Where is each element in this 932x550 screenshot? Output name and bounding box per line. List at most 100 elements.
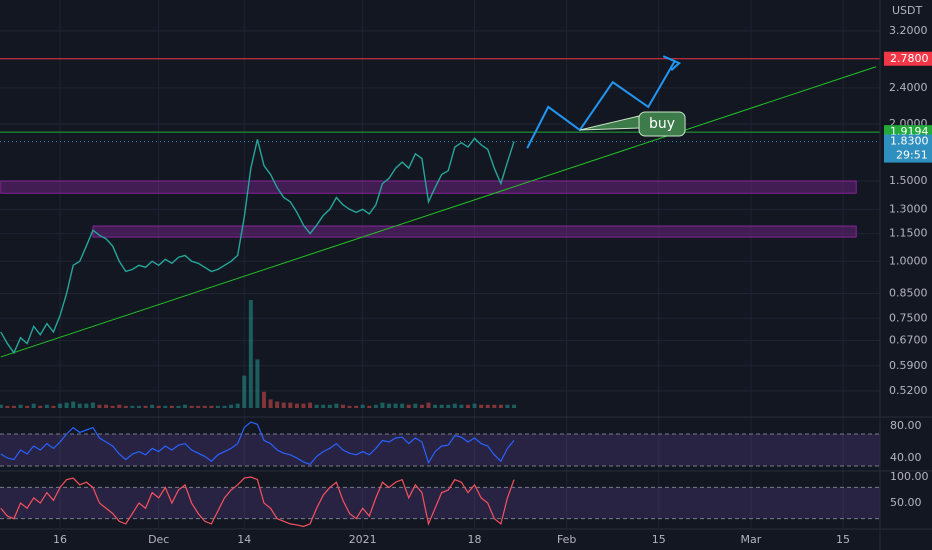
currency-label: USDT [892, 4, 923, 17]
volume-bar [262, 391, 266, 408]
volume-bar [183, 404, 188, 408]
volume-bar [117, 404, 122, 408]
y-tick-label: 2.4000 [889, 81, 928, 94]
volume-bar [90, 402, 95, 408]
volume-bar [505, 404, 510, 408]
volume-bar [373, 404, 378, 408]
volume-bar [11, 405, 16, 408]
x-tick-label: Dec [148, 533, 169, 546]
volume-bar [393, 403, 398, 408]
volume-bar [459, 404, 464, 408]
projection-path [526, 59, 677, 149]
volume-bar [215, 405, 220, 408]
x-tick-label: Mar [741, 533, 762, 546]
y-tick-label: 40.00 [890, 451, 922, 464]
price-tag [884, 51, 932, 66]
volume-bar [327, 404, 332, 408]
volume-bar [130, 405, 135, 408]
volume-bar [400, 403, 405, 408]
volume-bar [334, 403, 339, 408]
zone [92, 225, 857, 238]
volume-bar [268, 399, 273, 408]
x-tick-label: 16 [53, 533, 67, 546]
volume-bar [314, 404, 319, 408]
y-tick-label: 1.1500 [889, 227, 928, 240]
volume-bar [465, 404, 470, 408]
volume-bar [38, 405, 43, 408]
volume-bar [209, 405, 214, 408]
callout-text: buy [649, 116, 675, 132]
volume-bar [58, 403, 63, 408]
volume-bar [176, 405, 181, 408]
volume-bar [347, 405, 352, 408]
y-tick-label: 3.2000 [889, 24, 928, 37]
volume-bar [340, 404, 345, 408]
volume-bar [308, 402, 313, 408]
price-tag-label: 1.8300 [890, 135, 929, 148]
price-line [0, 137, 515, 355]
volume-bar [156, 405, 161, 408]
volume-bar [419, 404, 424, 408]
y-tick-label: 0.5200 [889, 384, 928, 397]
volume-bar [169, 405, 174, 408]
volume-bar [248, 300, 253, 408]
volume-bar [498, 404, 503, 408]
x-tick-label: 18 [468, 533, 482, 546]
y-tick-label: 0.6700 [889, 334, 928, 347]
volume-bar [25, 405, 30, 408]
volume-bar [288, 402, 293, 408]
volume-bar [433, 404, 438, 408]
x-tick-label: 14 [237, 533, 251, 546]
volume-bar [275, 401, 280, 408]
price-tag-label: 2.7800 [890, 52, 929, 65]
y-tick-label: 1.0000 [889, 254, 928, 267]
volume-bar [0, 404, 3, 408]
y-tick-label: 1.5000 [889, 174, 928, 187]
volume-bar [18, 404, 23, 408]
volume-bar [150, 404, 155, 408]
volume-bar [196, 405, 201, 408]
volume-bar [360, 404, 365, 408]
volume-bar [189, 405, 194, 408]
zone [0, 180, 857, 194]
volume-bar [255, 359, 260, 408]
y-tick-label: 80.00 [890, 419, 922, 432]
volume-bar [387, 403, 392, 408]
volume-bar [321, 404, 326, 408]
volume-bar [354, 405, 359, 408]
indicator-line [0, 421, 515, 466]
y-tick-label: 0.7500 [889, 311, 928, 324]
band [0, 434, 880, 466]
volume-bar [406, 404, 411, 408]
volume-bar [110, 405, 115, 408]
volume-bar [51, 405, 56, 408]
volume-bar [479, 404, 484, 408]
volume-bar [472, 403, 477, 408]
volume-bar [439, 404, 444, 408]
y-tick-label: 1.3000 [889, 202, 928, 215]
arrow-head [662, 55, 682, 71]
volume-bar [367, 405, 372, 408]
volume-bar [229, 404, 234, 408]
volume-bar [235, 403, 240, 408]
volume-bar [452, 403, 457, 408]
volume-bar [5, 405, 10, 408]
volume-bar [202, 405, 207, 408]
y-tick-label: 50.00 [890, 496, 922, 509]
countdown: 29:51 [896, 149, 928, 162]
x-tick-label: 2021 [349, 533, 377, 546]
volume-bar [123, 405, 128, 408]
volume-bar [301, 403, 306, 408]
indicator-line [0, 476, 515, 528]
volume-bar [294, 403, 299, 408]
y-tick-label: 0.5900 [889, 359, 928, 372]
volume-bar [31, 403, 36, 408]
callout-box [638, 111, 686, 137]
x-tick-label: 15 [652, 533, 666, 546]
volume-bar [426, 402, 431, 408]
x-tick-label: Feb [557, 533, 576, 546]
volume-bar [163, 405, 168, 408]
volume-bar [64, 402, 69, 408]
